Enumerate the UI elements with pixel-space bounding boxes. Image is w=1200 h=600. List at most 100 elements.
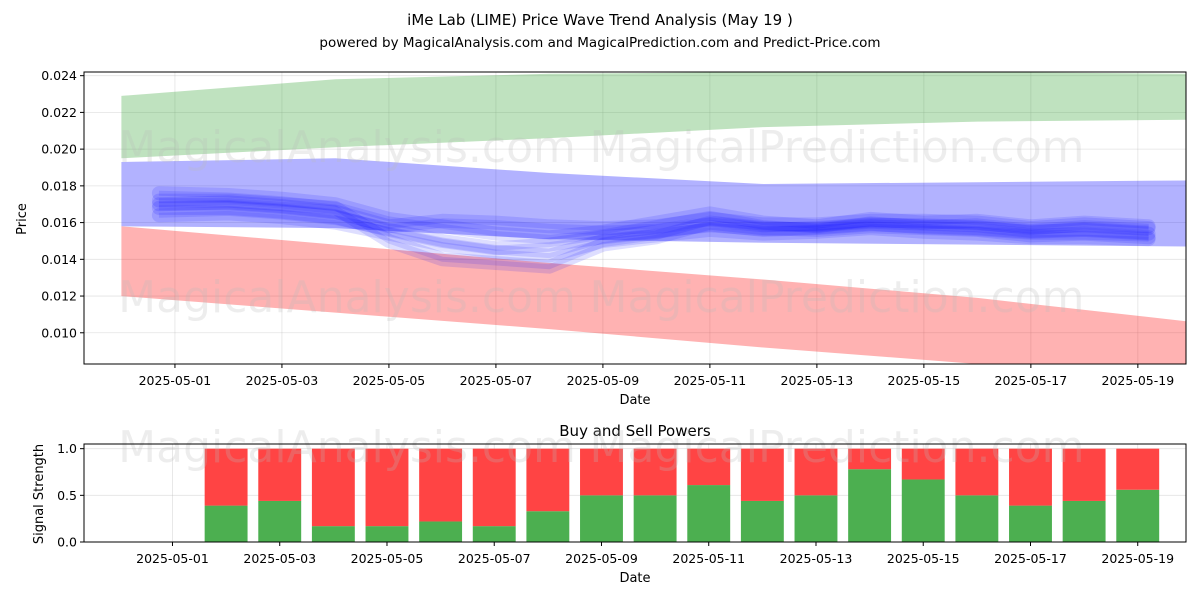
signal-x-tick-label: 2025-05-13: [780, 551, 853, 566]
buy-bar: [311, 526, 355, 542]
price-bands: [121, 72, 1186, 364]
watermark-left-lower: MagicalAnalysis.com: [118, 272, 576, 323]
price-plot-frame: [83, 71, 1187, 365]
sell-bar: [1009, 448, 1052, 506]
sell-bar: [740, 448, 784, 501]
buy-bar: [1062, 500, 1106, 542]
wave-line: [158, 198, 1149, 270]
watermark-left: MagicalAnalysis.com: [118, 122, 576, 173]
sell-bar: [1116, 448, 1160, 490]
buy-bar: [1009, 505, 1052, 542]
signal-x-ticks: 2025-05-01 2025-05-03 2025-05-05 2025-05-07…: [136, 542, 1174, 566]
red-band: [121, 226, 1186, 364]
watermark-right: MagicalPrediction.com: [590, 122, 1085, 173]
sell-bar: [419, 448, 463, 522]
wave-line: [158, 210, 1149, 259]
signal-y-tick-label: 0.0: [57, 535, 77, 550]
price-x-tick-label: 2025-05-03: [246, 373, 319, 388]
price-y-tick-label: 0.010: [41, 325, 77, 340]
buy-bar: [365, 526, 409, 542]
wave-line-wide: [151, 206, 1156, 263]
buy-bar: [901, 479, 945, 542]
signal-panel: Buy and Sell Powers MagicalAnalysis.com …: [32, 422, 1187, 586]
sell-bar: [633, 448, 677, 496]
buy-bar: [526, 511, 570, 542]
sell-bar: [311, 448, 355, 527]
price-x-tick-label: 2025-05-09: [567, 373, 640, 388]
price-y-ticks: 0.010 0.012 0.014 0.016 0.018 0.020 0.022 0.024: [41, 68, 84, 340]
buy-bar: [794, 495, 838, 542]
sell-bar: [258, 448, 302, 501]
signal-x-axis-label: Date: [619, 571, 650, 586]
signal-bars: [204, 448, 1160, 542]
green-band: [121, 72, 1186, 159]
blue-band: [121, 158, 1186, 247]
signal-y-tick-label: 0.5: [57, 488, 77, 503]
sell-bar: [794, 448, 838, 496]
sell-bar: [1062, 448, 1106, 501]
price-x-axis-label: Date: [619, 393, 650, 408]
sell-bar: [848, 448, 892, 470]
signal-x-tick-label: 2025-05-05: [351, 551, 424, 566]
price-x-tick-label: 2025-05-07: [460, 373, 533, 388]
wave-line: [158, 199, 1149, 231]
signal-x-tick-label: 2025-05-15: [887, 551, 960, 566]
sell-bar: [204, 448, 248, 506]
wave-line-wide: [151, 200, 1156, 256]
buy-bar: [580, 495, 623, 542]
signal-y-axis-label: Signal Strength: [32, 444, 47, 544]
chart-subtitle: powered by MagicalAnalysis.com and Magic…: [319, 35, 880, 51]
price-y-tick-label: 0.022: [41, 105, 77, 120]
wave-line-wide: [151, 193, 1156, 274]
sell-bar: [365, 448, 409, 527]
wave-line: [158, 205, 1149, 251]
buy-bar: [848, 469, 892, 542]
sell-bar: [687, 448, 731, 486]
signal-x-tick-label: 2025-05-09: [565, 551, 638, 566]
price-x-ticks: 2025-05-01 2025-05-03 2025-05-05 2025-05-07…: [139, 364, 1175, 388]
buy-bar: [687, 485, 731, 542]
price-x-tick-label: 2025-05-15: [888, 373, 961, 388]
wave-line: [158, 190, 1149, 240]
price-x-tick-label: 2025-05-17: [995, 373, 1068, 388]
signal-x-tick-label: 2025-05-01: [136, 551, 209, 566]
price-y-tick-label: 0.012: [41, 289, 77, 304]
price-y-tick-label: 0.016: [41, 215, 77, 230]
signal-y-tick-label: 1.0: [57, 441, 77, 456]
price-gridlines: [84, 72, 1186, 364]
buy-bar: [258, 500, 302, 542]
price-wave-lines: [151, 186, 1156, 274]
wave-line-wide: [151, 195, 1156, 236]
chart-title: iMe Lab (LIME) Price Wave Trend Analysis…: [407, 11, 793, 29]
sell-bar: [580, 448, 623, 496]
price-x-tick-label: 2025-05-01: [139, 373, 212, 388]
signal-x-tick-label: 2025-05-19: [1101, 551, 1174, 566]
buy-bar: [633, 495, 677, 542]
wave-line-wide: [151, 186, 1156, 245]
price-y-tick-label: 0.024: [41, 68, 77, 83]
price-y-tick-label: 0.018: [41, 178, 77, 193]
sell-bar: [955, 448, 999, 496]
watermark-bottom-right: MagicalPrediction.com: [590, 422, 1085, 473]
signal-x-tick-label: 2025-05-17: [994, 551, 1067, 566]
price-panel: MagicalAnalysis.com MagicalPrediction.co…: [15, 68, 1187, 408]
signal-y-ticks: 0.0 0.5 1.0: [57, 441, 84, 550]
sell-bar: [526, 448, 570, 512]
signal-x-tick-label: 2025-05-07: [458, 551, 531, 566]
price-x-tick-label: 2025-05-19: [1102, 373, 1175, 388]
price-y-tick-label: 0.014: [41, 252, 77, 267]
price-y-tick-label: 0.020: [41, 142, 77, 157]
watermark-right-lower: MagicalPrediction.com: [590, 272, 1085, 323]
signal-x-tick-label: 2025-05-11: [672, 551, 745, 566]
sell-bar: [472, 448, 516, 527]
buy-bar: [472, 526, 516, 542]
buy-bar: [419, 521, 463, 542]
signal-panel-title: Buy and Sell Powers: [559, 422, 711, 440]
price-x-tick-label: 2025-05-13: [781, 373, 854, 388]
price-x-tick-label: 2025-05-11: [674, 373, 747, 388]
signal-x-tick-label: 2025-05-03: [243, 551, 316, 566]
price-y-axis-label: Price: [15, 203, 30, 235]
buy-bar: [1116, 489, 1160, 542]
signal-plot-frame: [83, 443, 1187, 543]
